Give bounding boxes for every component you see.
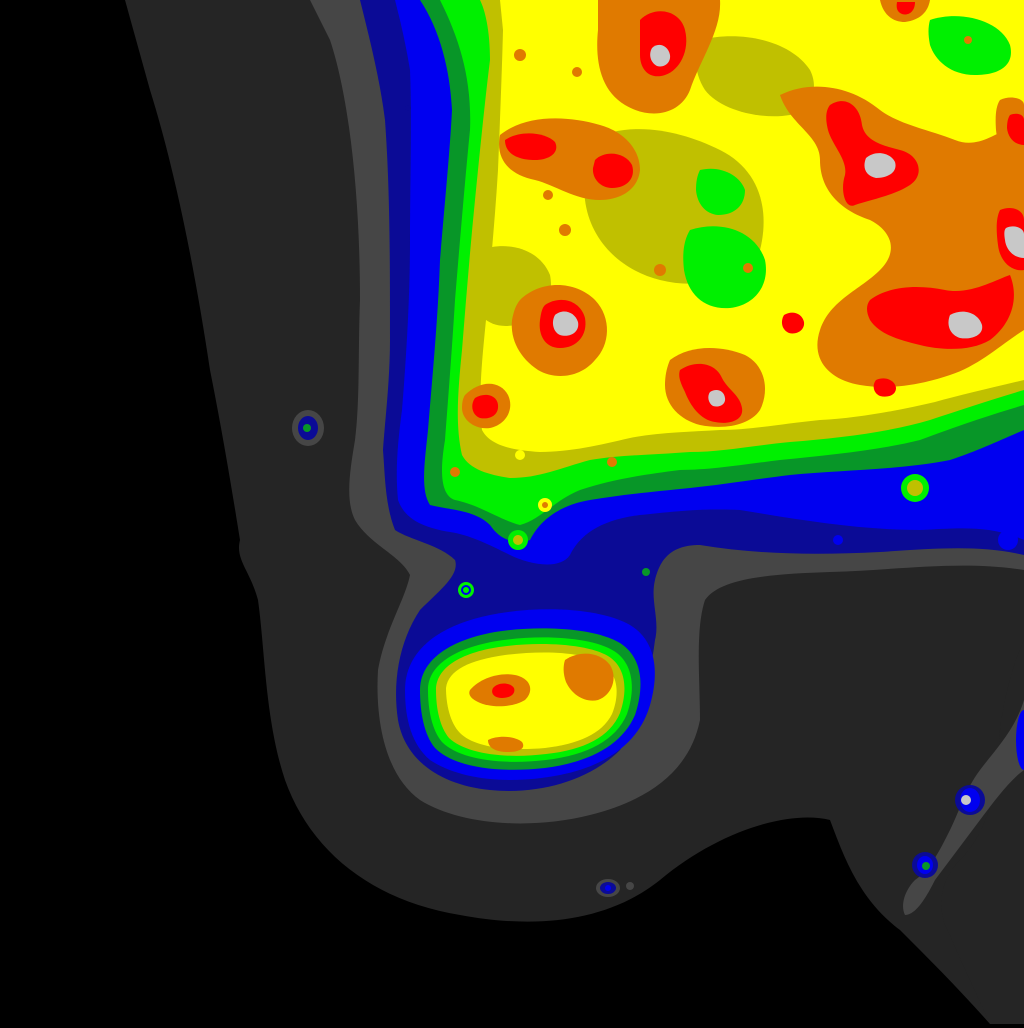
interior-green-patch-b (696, 168, 745, 215)
interior-green-patch-c (928, 16, 1011, 75)
scattered-spots (303, 36, 1018, 891)
contour-level-10-orange-south-c (488, 736, 524, 752)
contour-level-11-red-h (472, 394, 499, 419)
contour-level-12-peak-d (948, 311, 983, 339)
contour-level-10-orange-south-b (563, 653, 614, 701)
contour-level-12-peak-c (552, 311, 579, 336)
contour-level-11-red-m (896, 2, 915, 15)
contour-level-11-red-d (826, 101, 919, 206)
contour-level-1-east (941, 640, 1024, 1024)
contour-level-12-peak-f (708, 390, 726, 407)
contour-level-11-red-k (781, 312, 805, 334)
interior-green-patch-a (683, 226, 766, 309)
contour-level-11-red-b (592, 153, 633, 188)
contour-level-12-peak-e (1004, 226, 1024, 258)
contour-level-11-red-j (1007, 113, 1024, 145)
contour-level-12-peak-a (650, 44, 671, 67)
contour-level-4-spot-c (1016, 710, 1024, 770)
contour-level-11-red-l (873, 378, 896, 397)
contour-level-11-red-south (492, 683, 515, 698)
contour-level-12-peak-b (864, 153, 896, 178)
contour-level-11-red-a (505, 133, 557, 160)
